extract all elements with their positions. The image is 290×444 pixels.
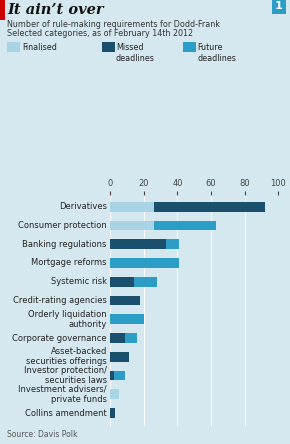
Bar (154, 221, 216, 230)
Bar (110, 296, 140, 305)
Bar (110, 408, 115, 418)
Text: Future
deadlines: Future deadlines (197, 43, 236, 63)
Text: Finalised: Finalised (22, 43, 57, 52)
Text: Orderly liquidation
authority: Orderly liquidation authority (28, 309, 107, 329)
Text: Selected categories, as of February 14th 2012: Selected categories, as of February 14th… (7, 29, 193, 38)
Bar (110, 371, 114, 381)
Text: Number of rule-making requirements for Dodd-Frank: Number of rule-making requirements for D… (7, 20, 220, 29)
Text: Credit-rating agencies: Credit-rating agencies (13, 296, 107, 305)
Bar (110, 389, 119, 399)
Bar (110, 333, 125, 343)
Text: Corporate governance: Corporate governance (12, 333, 107, 342)
Bar (166, 239, 179, 249)
Bar (154, 202, 265, 211)
Bar (114, 371, 125, 381)
Bar (110, 314, 144, 324)
Bar (110, 258, 179, 268)
Bar (110, 202, 154, 211)
Bar (110, 221, 154, 230)
Text: Missed
deadlines: Missed deadlines (116, 43, 155, 63)
Text: Asset-backed
securities offerings: Asset-backed securities offerings (26, 347, 107, 366)
Text: Investor protection/
securities laws: Investor protection/ securities laws (24, 366, 107, 385)
Text: Mortgage reforms: Mortgage reforms (31, 258, 107, 267)
Text: 1: 1 (275, 1, 283, 12)
Text: Collins amendment: Collins amendment (25, 408, 107, 418)
Text: Banking regulations: Banking regulations (22, 240, 107, 249)
Text: Source: Davis Polk: Source: Davis Polk (7, 430, 78, 439)
Text: Consumer protection: Consumer protection (18, 221, 107, 230)
Bar (110, 239, 166, 249)
Text: It ain’t over: It ain’t over (7, 3, 104, 17)
Bar (110, 277, 134, 286)
Text: Investment advisers/
private funds: Investment advisers/ private funds (18, 385, 107, 404)
Text: Systemic risk: Systemic risk (51, 277, 107, 286)
Bar (110, 352, 129, 362)
Bar (134, 277, 157, 286)
Text: Derivatives: Derivatives (59, 202, 107, 211)
Bar (125, 333, 137, 343)
